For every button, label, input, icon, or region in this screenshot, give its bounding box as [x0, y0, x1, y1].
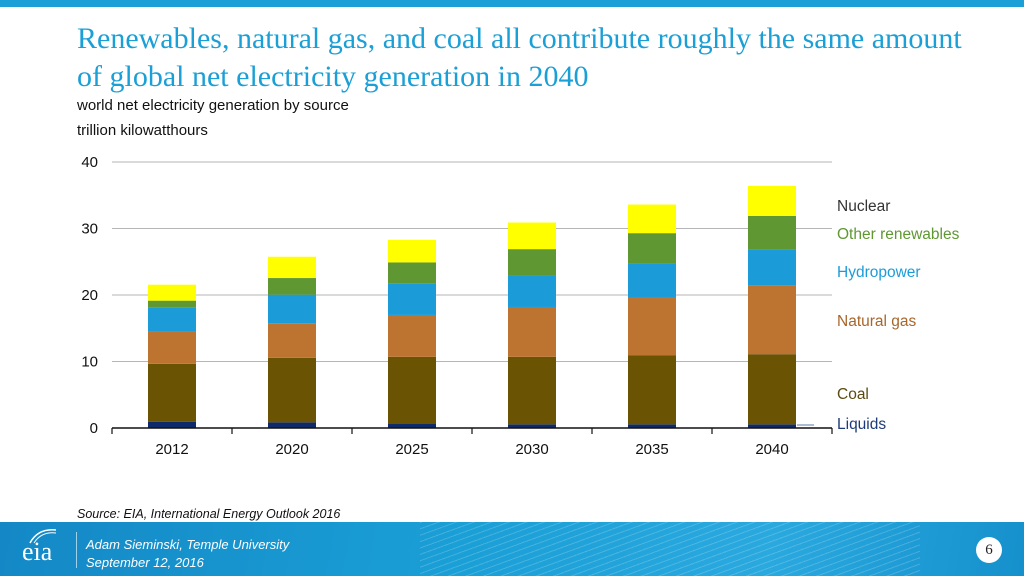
bar-segment-nuclear: [748, 185, 796, 216]
bar-segment-nuclear: [628, 204, 676, 234]
logo-text: eia: [22, 537, 53, 566]
bar-segment-nuclear: [508, 222, 556, 250]
x-tick-label: 2025: [395, 441, 428, 458]
legend-label-natural-gas: Natural gas: [837, 313, 917, 330]
footer-bar: eia Adam Sieminski, Temple University Se…: [0, 522, 1024, 576]
bar-segment-liquids: [748, 424, 796, 428]
source-note: Source: EIA, International Energy Outloo…: [77, 507, 341, 521]
y-axis-ticks: 0 10 20 30 40: [81, 154, 98, 437]
logo-swoosh-icon: [29, 529, 57, 544]
slide-title: Renewables, natural gas, and coal all co…: [77, 22, 962, 93]
bar-segment-liquids: [148, 421, 196, 428]
bar-segment-hydropower: [748, 249, 796, 286]
bar-segment-liquids: [268, 422, 316, 428]
chart-subtitle: world net electricity generation by sour…: [77, 97, 349, 114]
x-tick-label: 2035: [635, 441, 668, 458]
gridlines: [112, 161, 832, 362]
bar-segment-other-renewables: [508, 249, 556, 276]
bar-segment-natural-gas: [268, 323, 316, 358]
top-accent-bar: [0, 0, 1024, 7]
bar-segment-other-renewables: [388, 262, 436, 284]
bar-segment-other-renewables: [748, 215, 796, 250]
bar-segment-hydropower: [388, 283, 436, 315]
bar-segment-coal: [628, 355, 676, 425]
bar-segment-coal: [388, 356, 436, 425]
y-tick-label: 0: [90, 420, 98, 437]
page-number: 6: [976, 537, 1002, 563]
legend-label-liquids: Liquids: [837, 416, 886, 433]
bar-segment-hydropower: [628, 263, 676, 297]
bar-segment-coal: [748, 354, 796, 425]
bar-segment-coal: [148, 363, 196, 422]
y-tick-label: 20: [81, 287, 98, 304]
legend-label-hydropower: Hydropower: [837, 264, 921, 281]
bar-segment-coal: [508, 356, 556, 425]
eia-logo: eia: [22, 529, 66, 570]
legend-label-coal: Coal: [837, 386, 869, 403]
x-tick-label: 2040: [755, 441, 788, 458]
bar-segment-other-renewables: [268, 278, 316, 295]
bar-segment-coal: [268, 357, 316, 423]
bar-segment-other-renewables: [148, 300, 196, 308]
bar-segment-nuclear: [388, 239, 436, 263]
bar-segment-nuclear: [148, 284, 196, 301]
x-axis: 2012 2020 2025 2030 2035 2040: [111, 427, 833, 458]
x-tick-label: 2020: [275, 441, 308, 458]
y-tick-label: 10: [81, 354, 98, 371]
bar-segment-hydropower: [508, 275, 556, 307]
bars: [148, 185, 796, 428]
bar-segment-natural-gas: [748, 285, 796, 355]
bar-segment-natural-gas: [388, 314, 436, 357]
bar-segment-liquids: [388, 424, 436, 428]
chart-units: trillion kilowatthours: [77, 122, 208, 139]
presenter-name: Adam Sieminski, Temple University: [86, 537, 290, 552]
bar-segment-hydropower: [148, 307, 196, 332]
legend-label-other-renewables: Other renewables: [837, 226, 960, 243]
footer-decoration: [420, 522, 920, 576]
x-tick-label: 2012: [155, 441, 188, 458]
bar-segment-natural-gas: [148, 331, 196, 364]
y-tick-label: 30: [81, 221, 98, 238]
x-tick-label: 2030: [515, 441, 548, 458]
legend: Liquids Coal Natural gas Hydropower Other re…: [797, 198, 960, 433]
bar-segment-hydropower: [268, 294, 316, 324]
legend-label-nuclear: Nuclear: [837, 198, 890, 215]
bar-segment-liquids: [508, 424, 556, 428]
bar-segment-natural-gas: [508, 306, 556, 357]
presentation-date: September 12, 2016: [86, 555, 204, 570]
bar-segment-liquids: [628, 424, 676, 428]
y-tick-label: 40: [81, 154, 98, 171]
footer-divider: [76, 532, 77, 568]
bar-segment-other-renewables: [628, 233, 676, 264]
bar-segment-nuclear: [268, 256, 316, 279]
bar-segment-natural-gas: [628, 296, 676, 356]
